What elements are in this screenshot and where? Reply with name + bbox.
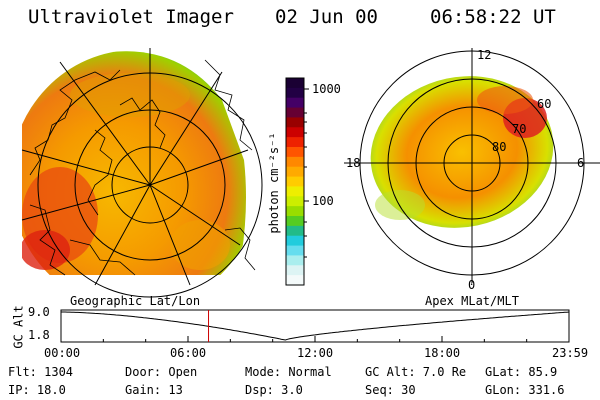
colorbar-swatch xyxy=(286,166,304,178)
alt-xtick-1800: 18:00 xyxy=(424,346,461,360)
mlt-label-0: 0 xyxy=(468,278,476,292)
colorbar-swatch xyxy=(286,87,304,99)
status-glat: GLat: 85.9 xyxy=(485,365,558,379)
observation-time: 06:58:22 UT xyxy=(430,6,556,28)
colorbar-swatch xyxy=(286,275,304,286)
observation-date: 02 Jun 00 xyxy=(275,6,378,28)
geographic-caption: Geographic Lat/Lon xyxy=(70,294,201,308)
status-door: Door: Open xyxy=(125,365,198,379)
color-scale-bar xyxy=(285,77,309,286)
apex-polar-plot xyxy=(344,48,600,283)
status-glon: GLon: 331.6 xyxy=(485,383,565,397)
alt-xtick-0600: 06:00 xyxy=(170,346,207,360)
colorbar-swatch xyxy=(286,78,304,89)
status-gc-alt: GC Alt: 7.0 Re xyxy=(365,365,467,379)
status-seq: Seq: 30 xyxy=(365,383,416,397)
mlat-label-60: 60 xyxy=(537,97,552,111)
colorbar-swatch xyxy=(286,127,304,138)
geographic-image xyxy=(21,48,263,298)
status-dsp: Dsp: 3.0 xyxy=(245,383,303,397)
alt-xtick-0000: 00:00 xyxy=(44,346,81,360)
colorbar-swatch xyxy=(286,156,304,168)
mlt-label-18: 18 xyxy=(346,156,361,170)
mlat-label-70: 70 xyxy=(512,122,527,136)
alt-xtick-1200: 12:00 xyxy=(297,346,334,360)
status-mode: Mode: Normal xyxy=(245,365,332,379)
colorbar-swatch xyxy=(286,245,304,257)
colorbar-unit-label: photon cm⁻²s⁻¹ xyxy=(267,132,281,234)
colorbar-swatch xyxy=(286,117,304,128)
altitude-plot xyxy=(60,309,570,343)
status-ip: IP: 18.0 xyxy=(8,383,66,397)
colorbar-swatch xyxy=(286,255,304,266)
alt-ytick-top: 9.0 xyxy=(28,305,50,319)
colorbar-tick-1000: 1000 xyxy=(312,82,341,96)
colorbar-swatch xyxy=(286,176,304,188)
status-gain: Gain: 13 xyxy=(125,383,183,397)
colorbar-swatch xyxy=(286,97,304,109)
colorbar-swatch xyxy=(286,147,304,158)
status-flt: Flt: 1304 xyxy=(8,365,74,379)
colorbar-swatch xyxy=(286,225,304,237)
colorbar-swatch xyxy=(286,235,304,247)
colorbar-swatch xyxy=(286,206,304,217)
colorbar-swatch xyxy=(286,186,304,197)
colorbar-swatch xyxy=(286,196,304,207)
colorbar-swatch xyxy=(286,107,304,119)
alt-xtick-2359: 23:59 xyxy=(552,346,589,360)
colorbar-swatch xyxy=(286,137,304,148)
mlat-label-80: 80 xyxy=(492,140,507,154)
alt-ylabel: GC Alt xyxy=(11,305,26,349)
instrument-title: Ultraviolet Imager xyxy=(28,6,234,28)
mlt-label-6: 6 xyxy=(577,156,585,170)
apex-caption: Apex MLat/MLT xyxy=(425,294,519,308)
mlt-label-12: 12 xyxy=(477,48,492,62)
colorbar-swatch xyxy=(286,216,304,227)
colorbar-swatch xyxy=(286,265,304,276)
alt-ytick-bottom: 1.8 xyxy=(28,328,50,342)
colorbar-tick-100: 100 xyxy=(312,194,334,208)
